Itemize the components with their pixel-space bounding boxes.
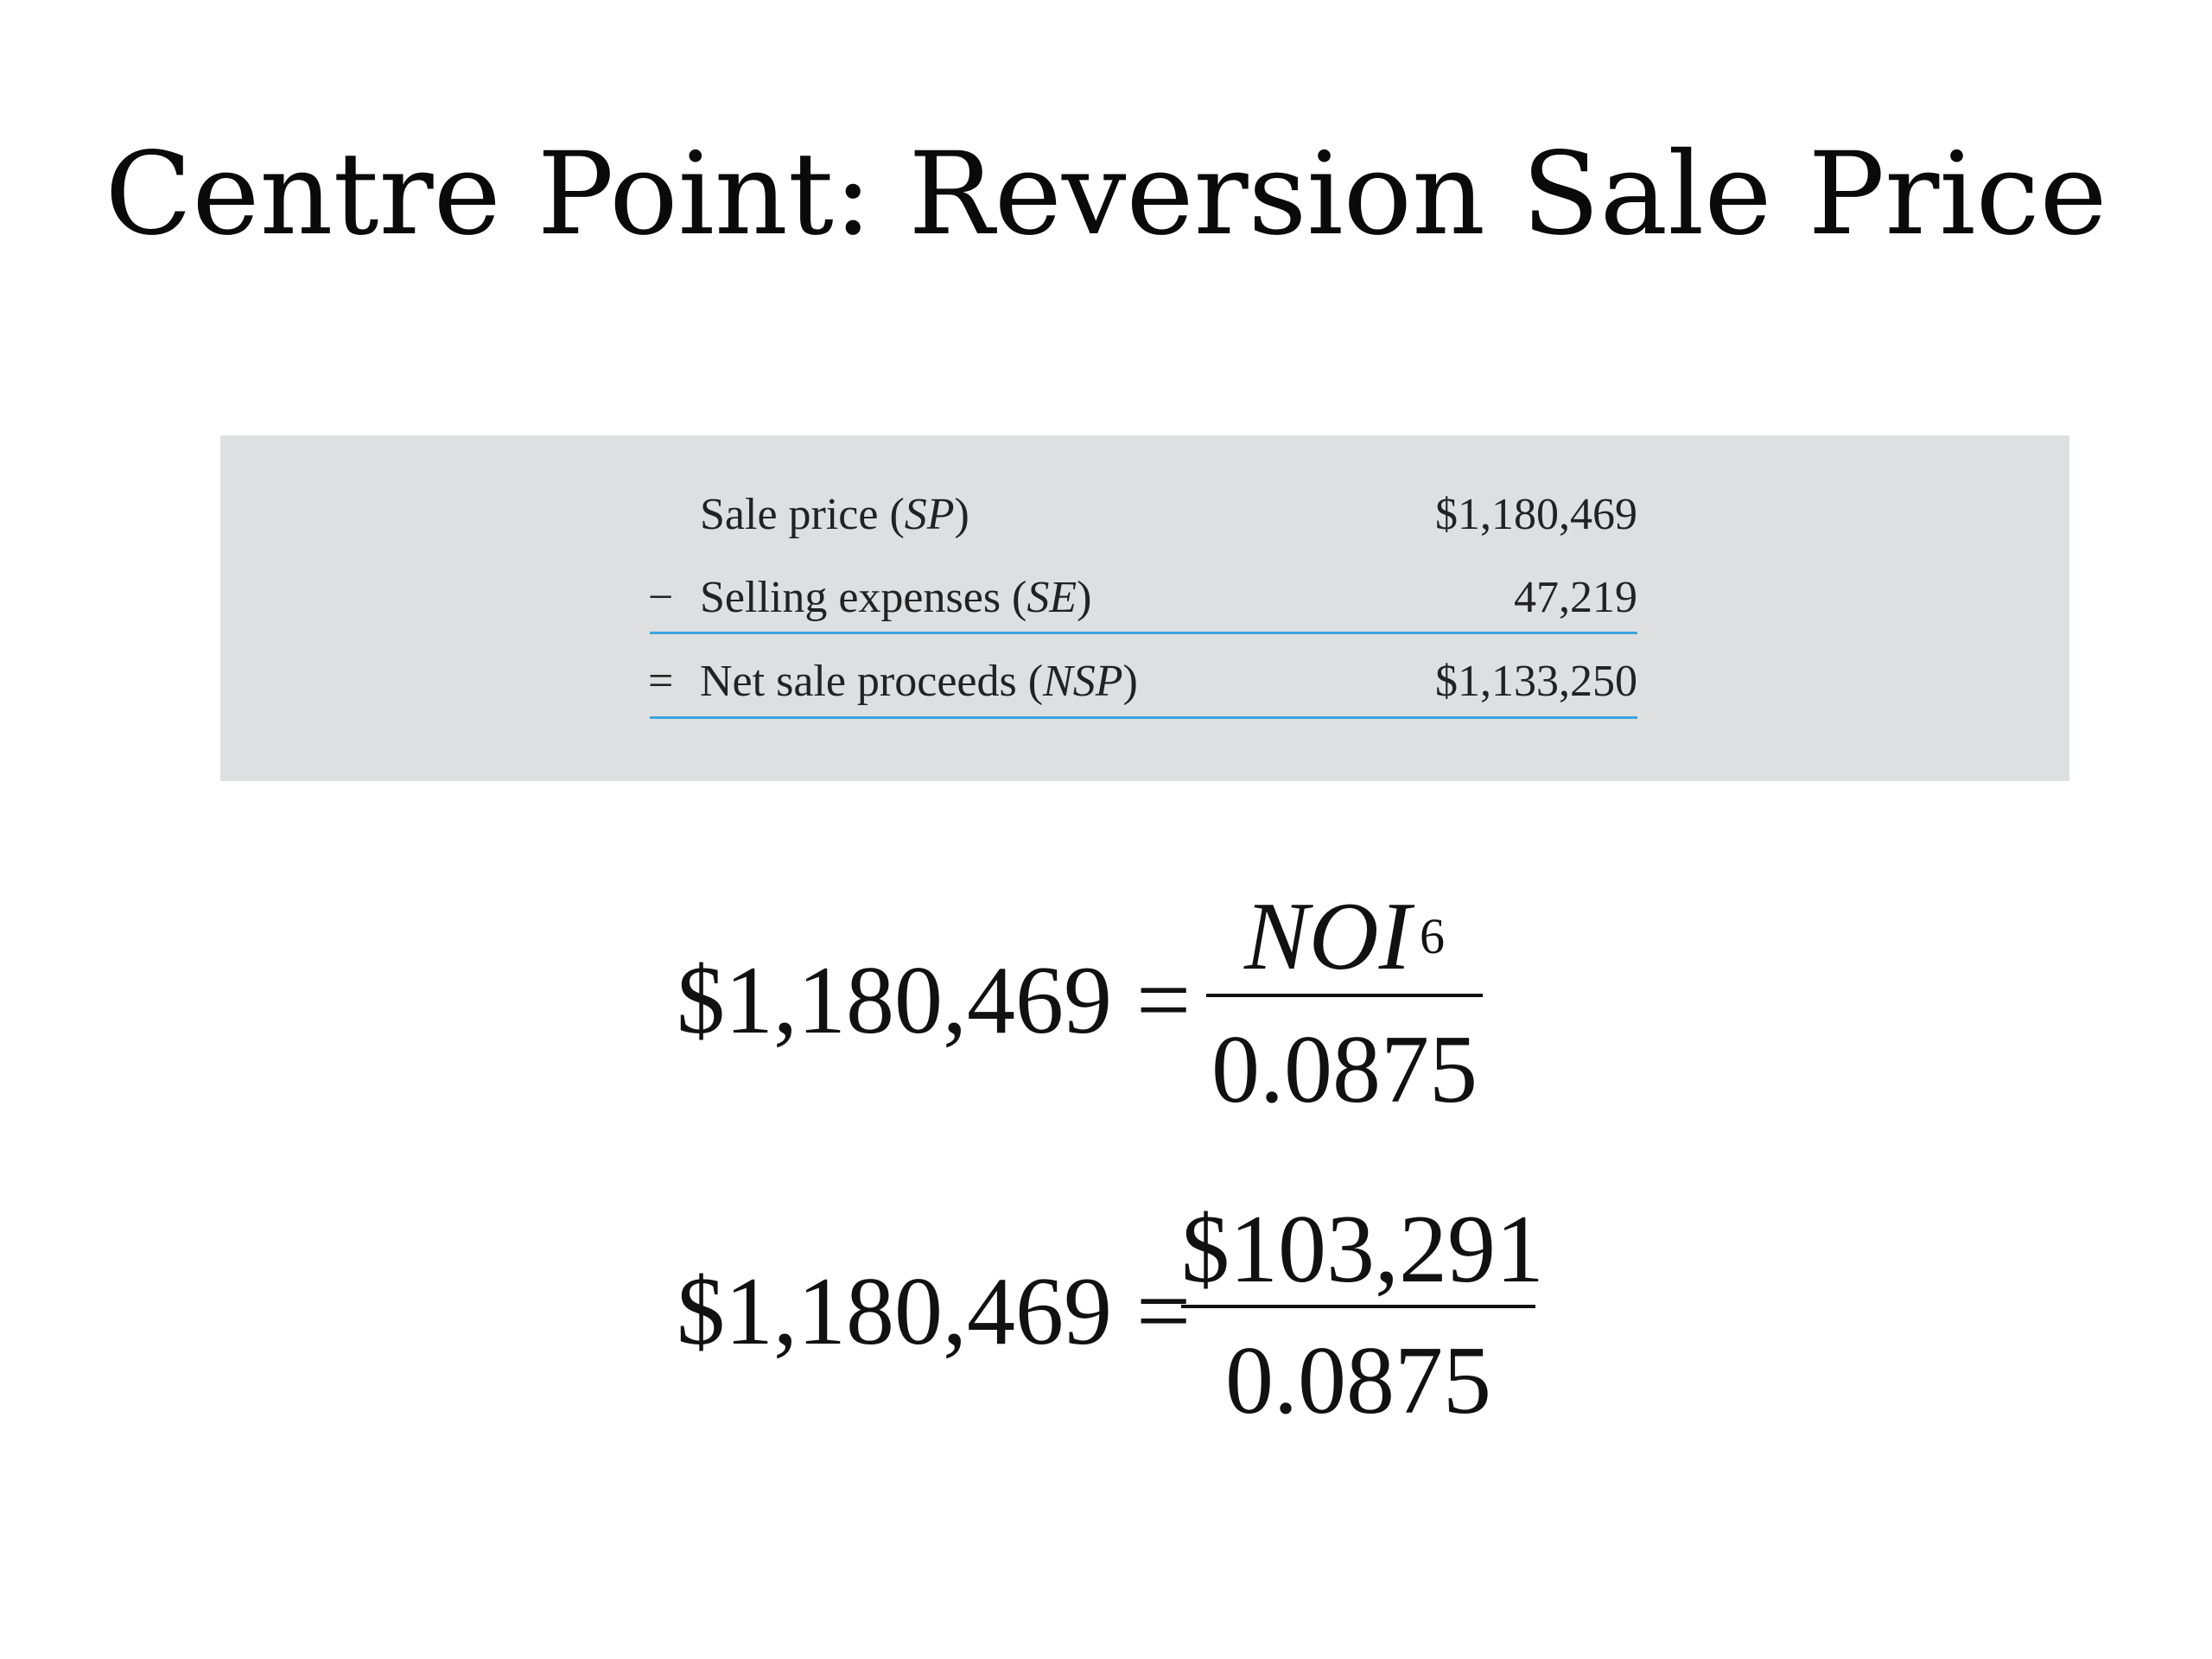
fraction-bar xyxy=(1206,994,1483,997)
slide-title: Centre Point: Reversion Sale Price xyxy=(105,128,2107,261)
row-amount: $1,180,469 xyxy=(1435,490,1637,539)
fraction: NOI 6 0.0875 xyxy=(1206,873,1483,1123)
fraction-denominator: 0.0875 xyxy=(1225,1327,1491,1434)
subtotal-rule xyxy=(650,632,1637,634)
row-operator: − xyxy=(648,573,674,622)
table-row-sale-price: Sale price (SP) $1,180,469 xyxy=(648,484,1637,553)
equation-noi: $1,180,469 = NOI 6 0.0875 xyxy=(677,873,1497,1132)
row-operator: = xyxy=(648,657,674,706)
table-row-selling-expenses: − Selling expenses (SE) 47,219 xyxy=(648,567,1637,636)
row-label: Net sale proceeds (NSP) xyxy=(700,657,1138,706)
fraction-denominator: 0.0875 xyxy=(1211,1016,1478,1123)
row-amount: $1,133,250 xyxy=(1435,657,1637,706)
equation-noi-value: $1,180,469 = $103,291 0.0875 xyxy=(677,1184,1549,1443)
fraction-numerator: NOI 6 xyxy=(1244,883,1445,990)
fraction: $103,291 0.0875 xyxy=(1181,1184,1544,1434)
total-rule xyxy=(650,716,1637,719)
calculation-panel xyxy=(220,435,2069,781)
fraction-numerator: $103,291 xyxy=(1181,1196,1544,1303)
table-row-net-sale-proceeds: = Net sale proceeds (NSP) $1,133,250 xyxy=(648,651,1637,720)
row-amount: 47,219 xyxy=(1514,573,1637,622)
numerator-subscript: 6 xyxy=(1419,908,1445,964)
row-label: Selling expenses (SE) xyxy=(700,573,1092,622)
equation-lhs: $1,180,469 = xyxy=(677,947,1192,1054)
row-label: Sale price (SP) xyxy=(700,490,969,539)
fraction-bar xyxy=(1181,1305,1535,1308)
equation-lhs: $1,180,469 = xyxy=(677,1258,1192,1365)
